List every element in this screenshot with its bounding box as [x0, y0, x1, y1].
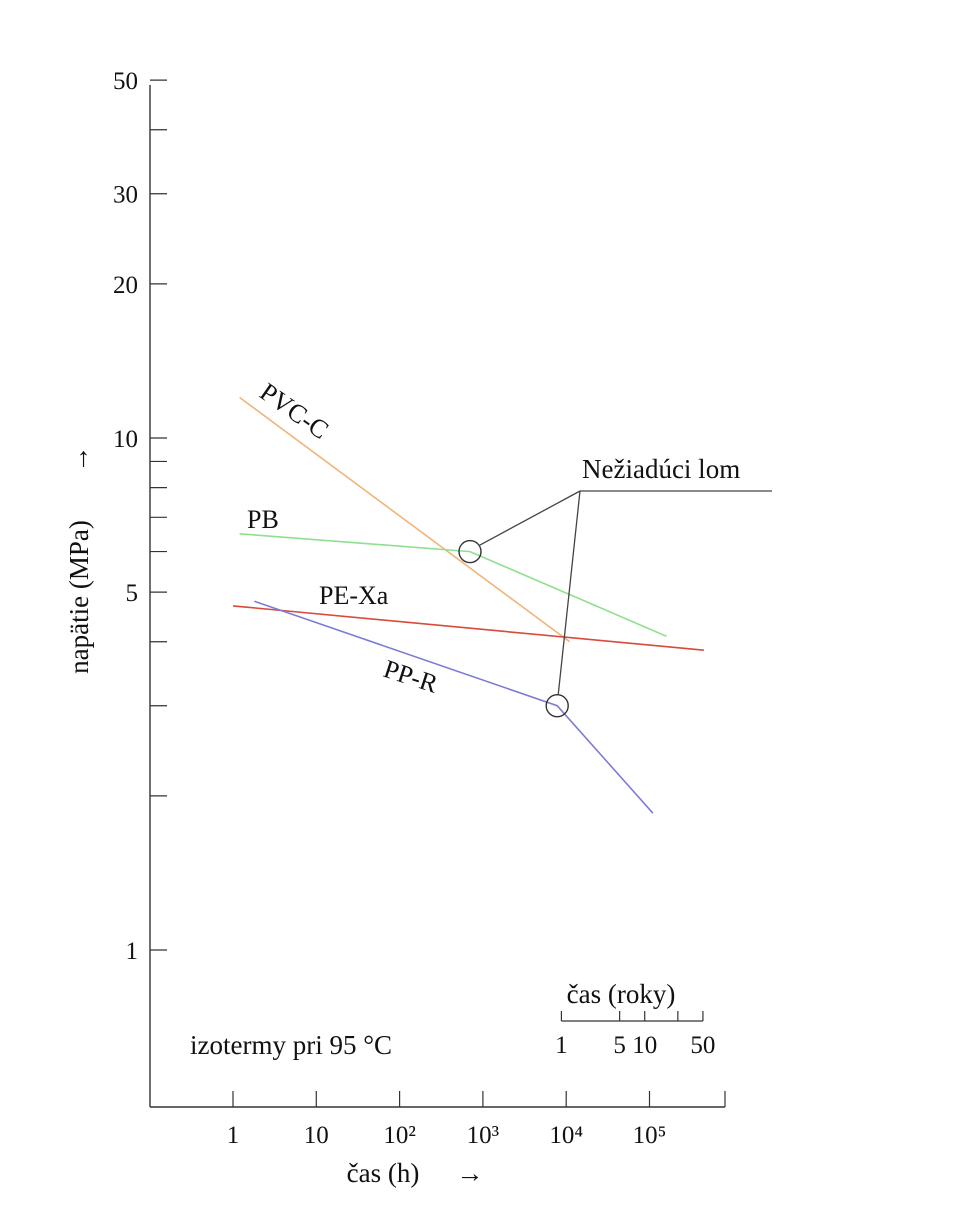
x-tick-label: 10⁴ — [549, 1122, 583, 1149]
series-line-pvc-c — [239, 396, 571, 643]
secondary-x-axis: čas (roky) 1 5 10 50 — [555, 979, 715, 1059]
break-point-marker — [545, 694, 569, 718]
series-label: PB — [247, 505, 279, 534]
series-line-pb — [239, 533, 667, 638]
y-axis-title-group: napätie (MPa) → — [64, 446, 94, 674]
series-label: PE-Xa — [319, 581, 389, 610]
y-tick-label: 5 — [126, 580, 139, 607]
break-point-marker — [458, 539, 482, 564]
y-tick-label: 20 — [113, 272, 138, 299]
x-tick-label: 10² — [383, 1122, 416, 1149]
x-axis-title: čas (h) — [347, 1158, 420, 1188]
leader-line — [478, 490, 581, 547]
y-tick-label: 1 — [126, 938, 139, 965]
series-lines — [232, 396, 704, 814]
annotation-label: Nežiadúci lom — [582, 454, 740, 484]
y-tick-label: 10 — [113, 426, 138, 453]
series-label: PP-R — [380, 654, 442, 699]
x-tick-label: 10⁵ — [633, 1122, 667, 1149]
leader-line — [557, 490, 581, 695]
x-axis-arrow-icon: → — [457, 1158, 484, 1188]
secondary-axis-title: čas (roky) — [567, 979, 676, 1009]
series-line-pp-r — [254, 600, 654, 814]
isotherm-note: izotermy pri 95 °C — [190, 1030, 392, 1060]
secondary-axis-tick-label: 10 — [632, 1032, 657, 1059]
x-axis-title-group: čas (h) → — [347, 1158, 484, 1188]
annotation-layer — [458, 490, 772, 718]
x-ticks: 1 10 10² 10³ 10⁴ 10⁵ — [227, 1091, 726, 1149]
axes — [149, 85, 725, 1108]
y-ticks: 1 5 10 20 30 50 — [113, 68, 167, 965]
y-axis-arrow-icon: → — [64, 446, 94, 473]
y-tick-label: 30 — [113, 182, 138, 209]
series-line-pe-xa — [232, 605, 704, 651]
x-tick-label: 1 — [227, 1122, 240, 1149]
y-axis-title: napätie (MPa) — [64, 520, 94, 674]
y-tick-label: 50 — [113, 68, 138, 95]
x-tick-label: 10 — [304, 1122, 329, 1149]
x-tick-label: 10³ — [467, 1122, 500, 1149]
secondary-axis-tick-label: 50 — [690, 1032, 715, 1059]
secondary-axis-tick-label: 5 — [613, 1032, 626, 1059]
series-label: PVC-C — [255, 377, 334, 445]
secondary-axis-tick-label: 1 — [555, 1032, 568, 1059]
